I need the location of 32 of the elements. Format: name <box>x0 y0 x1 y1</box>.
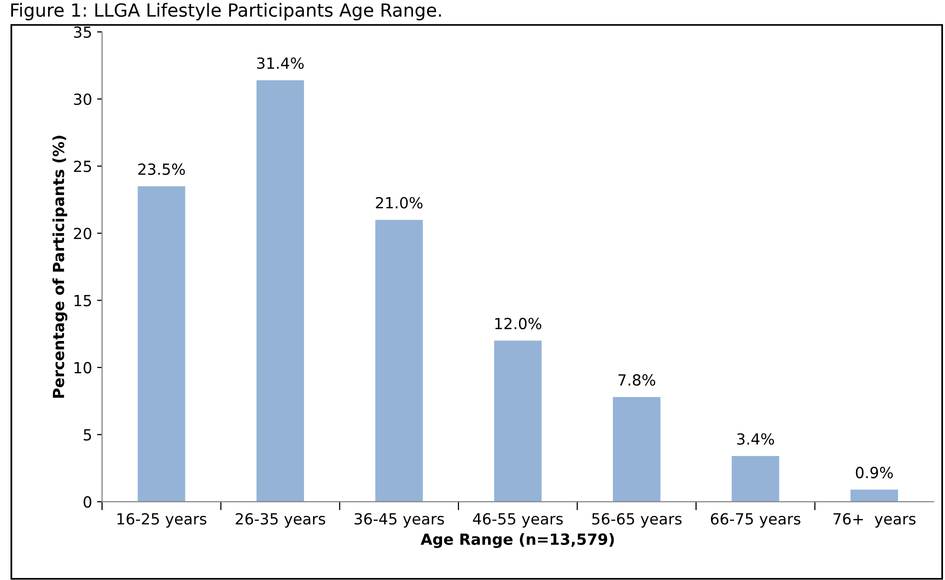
x-tick-label: 46-55 years <box>472 513 563 528</box>
bar <box>375 220 423 502</box>
bar <box>256 80 304 502</box>
x-tick-label: 16-25 years <box>117 513 206 528</box>
y-tick-label: 25 <box>74 160 92 172</box>
data-label: 21.0% <box>376 196 422 209</box>
x-tick-label: 36-45 years <box>354 513 444 528</box>
data-label: 12.0% <box>495 318 542 330</box>
x-tick-label: 66-75 years <box>710 513 800 528</box>
chart-title: Figure 1: LLGA Lifestyle Participants Age Range. <box>11 2 441 20</box>
bar <box>732 456 780 502</box>
bar <box>850 490 898 502</box>
y-tick-label: 20 <box>74 228 92 240</box>
y-tick-label: 0 <box>84 496 92 508</box>
x-axis-title: Age Range (n=13,579) <box>420 533 614 548</box>
data-label: 31.4% <box>257 57 304 69</box>
x-tick-label: 26-35 years <box>236 513 326 528</box>
data-label: 23.5% <box>138 163 185 175</box>
data-label: 0.9% <box>856 466 893 478</box>
x-tick-label: 56-65 years <box>592 513 682 528</box>
bar <box>138 186 186 502</box>
y-tick-label: 5 <box>84 429 92 441</box>
y-axis-title: Percentage of Participants (%) <box>52 136 68 398</box>
y-tick-label: 35 <box>74 26 92 38</box>
y-tick-label: 10 <box>74 362 92 374</box>
data-label: 3.4% <box>737 433 774 445</box>
data-label: 7.8% <box>618 374 656 386</box>
bar <box>494 340 542 502</box>
bar <box>612 397 660 502</box>
y-tick-label: 30 <box>74 93 92 106</box>
y-tick-label: 15 <box>74 295 92 306</box>
x-tick-label: 76+ years <box>834 513 916 528</box>
